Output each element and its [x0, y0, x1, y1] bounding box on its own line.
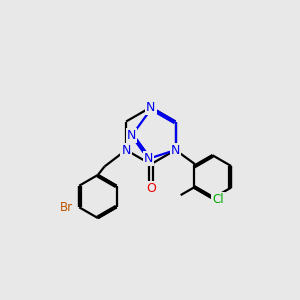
Text: N: N [171, 143, 180, 157]
Text: N: N [146, 101, 155, 114]
Text: N: N [127, 129, 136, 142]
Text: N: N [144, 152, 153, 165]
Text: Cl: Cl [212, 194, 224, 206]
Text: O: O [146, 182, 156, 195]
Text: N: N [122, 143, 131, 157]
Text: Br: Br [59, 201, 73, 214]
